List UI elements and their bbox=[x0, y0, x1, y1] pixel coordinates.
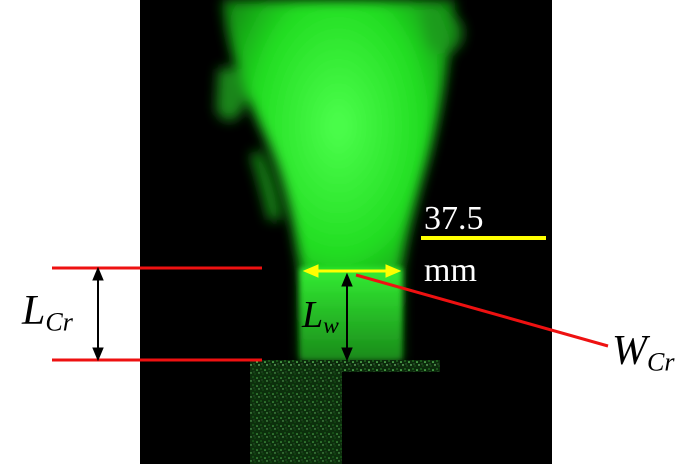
nozzle bbox=[250, 360, 440, 464]
scale-bar-value: 37.5 bbox=[424, 200, 484, 237]
l-cr-dimension-arrow bbox=[92, 266, 104, 362]
l-w-dimension-arrow bbox=[341, 272, 353, 362]
l-cr-label: LCr bbox=[22, 288, 73, 337]
scale-bar-unit: mm bbox=[424, 252, 477, 289]
w-cr-label: WCr bbox=[612, 328, 675, 377]
w-cr-width-arrow bbox=[302, 264, 402, 278]
w-cr-leader-line bbox=[355, 273, 609, 348]
l-w-label: Lw bbox=[302, 294, 339, 339]
